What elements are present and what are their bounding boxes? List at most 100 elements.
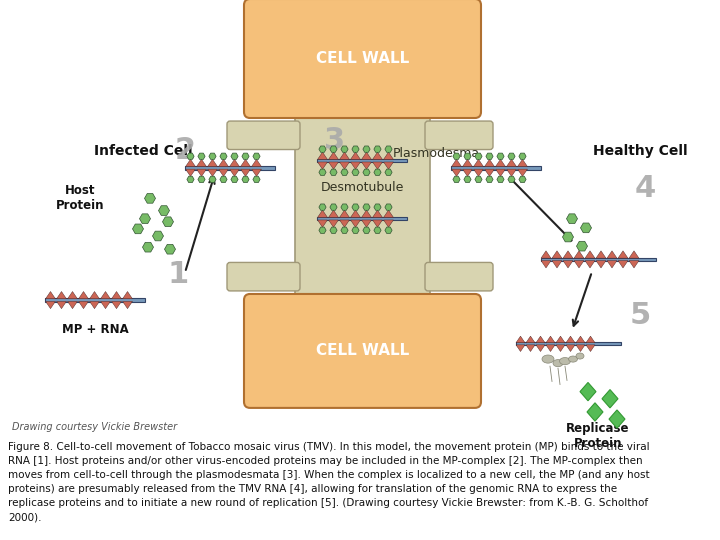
Polygon shape <box>253 153 260 159</box>
Polygon shape <box>328 152 338 159</box>
Polygon shape <box>495 159 505 166</box>
Polygon shape <box>78 292 89 299</box>
Polygon shape <box>374 227 381 233</box>
Bar <box>541 258 655 261</box>
Polygon shape <box>585 261 595 268</box>
Polygon shape <box>186 169 195 177</box>
Text: Replicase
Protein: Replicase Protein <box>566 422 630 450</box>
Polygon shape <box>101 292 110 299</box>
Polygon shape <box>372 152 382 159</box>
Polygon shape <box>385 146 392 152</box>
Polygon shape <box>89 301 99 309</box>
Polygon shape <box>112 301 122 309</box>
Polygon shape <box>453 176 460 183</box>
Bar <box>516 342 621 346</box>
Polygon shape <box>328 220 338 227</box>
Polygon shape <box>352 169 359 176</box>
Bar <box>45 298 145 302</box>
Polygon shape <box>363 146 370 152</box>
Polygon shape <box>576 345 585 352</box>
Polygon shape <box>207 169 217 177</box>
Polygon shape <box>495 169 505 177</box>
Polygon shape <box>566 336 575 343</box>
Polygon shape <box>566 345 575 352</box>
Polygon shape <box>372 210 382 218</box>
Ellipse shape <box>576 353 584 359</box>
Polygon shape <box>546 345 555 352</box>
Polygon shape <box>219 159 228 166</box>
Polygon shape <box>563 261 573 268</box>
Polygon shape <box>580 223 592 233</box>
Text: 2000).: 2000). <box>8 512 42 522</box>
Polygon shape <box>474 159 483 166</box>
Polygon shape <box>220 153 227 159</box>
Polygon shape <box>230 169 240 177</box>
Polygon shape <box>197 159 207 166</box>
FancyBboxPatch shape <box>227 262 300 291</box>
Polygon shape <box>552 261 562 268</box>
Polygon shape <box>607 251 617 258</box>
Polygon shape <box>361 220 372 227</box>
Polygon shape <box>577 241 588 251</box>
Polygon shape <box>198 153 205 159</box>
Polygon shape <box>319 169 326 176</box>
Polygon shape <box>209 176 216 183</box>
Polygon shape <box>207 159 217 166</box>
Polygon shape <box>485 169 495 177</box>
Polygon shape <box>536 336 545 343</box>
Polygon shape <box>607 261 617 268</box>
Polygon shape <box>231 176 238 183</box>
Polygon shape <box>385 204 392 210</box>
Polygon shape <box>140 214 150 224</box>
Polygon shape <box>352 146 359 152</box>
Polygon shape <box>475 153 482 159</box>
Polygon shape <box>164 245 176 254</box>
Polygon shape <box>587 403 603 421</box>
Polygon shape <box>518 159 528 166</box>
Polygon shape <box>574 251 584 258</box>
Text: Healthy Cell: Healthy Cell <box>593 144 688 158</box>
Polygon shape <box>363 204 370 210</box>
Bar <box>317 217 407 220</box>
Polygon shape <box>384 210 393 218</box>
Polygon shape <box>242 153 249 159</box>
Polygon shape <box>526 336 535 343</box>
Polygon shape <box>374 146 381 152</box>
Text: Infected Cell: Infected Cell <box>94 144 192 158</box>
Polygon shape <box>230 159 240 166</box>
Polygon shape <box>242 176 249 183</box>
Polygon shape <box>541 261 551 268</box>
Polygon shape <box>363 227 370 233</box>
Polygon shape <box>45 292 55 299</box>
Polygon shape <box>340 152 349 159</box>
Polygon shape <box>318 152 328 159</box>
Text: 1: 1 <box>167 260 189 289</box>
Polygon shape <box>330 204 337 210</box>
Text: moves from cell-to-cell through the plasmodesmata [3]. When the complex is local: moves from cell-to-cell through the plas… <box>8 470 649 480</box>
Polygon shape <box>516 345 525 352</box>
Polygon shape <box>340 210 349 218</box>
FancyBboxPatch shape <box>244 0 481 118</box>
Text: replicase proteins and to initiate a new round of replication [5]. (Drawing cour: replicase proteins and to initiate a new… <box>8 498 648 508</box>
FancyBboxPatch shape <box>227 121 300 150</box>
Text: 5: 5 <box>629 301 651 330</box>
Polygon shape <box>251 169 261 177</box>
Polygon shape <box>552 251 562 258</box>
Ellipse shape <box>542 355 554 363</box>
Bar <box>317 159 407 163</box>
Text: Plasmodesma: Plasmodesma <box>392 147 480 160</box>
Polygon shape <box>372 220 382 227</box>
Bar <box>295 112 430 300</box>
Polygon shape <box>158 206 169 215</box>
Polygon shape <box>374 204 381 210</box>
Polygon shape <box>351 210 361 218</box>
Polygon shape <box>45 301 55 309</box>
Polygon shape <box>385 227 392 233</box>
Polygon shape <box>586 345 595 352</box>
Text: 3: 3 <box>325 126 346 155</box>
Polygon shape <box>596 261 606 268</box>
Polygon shape <box>556 345 565 352</box>
Polygon shape <box>351 220 361 227</box>
Polygon shape <box>516 336 525 343</box>
FancyBboxPatch shape <box>425 121 493 150</box>
